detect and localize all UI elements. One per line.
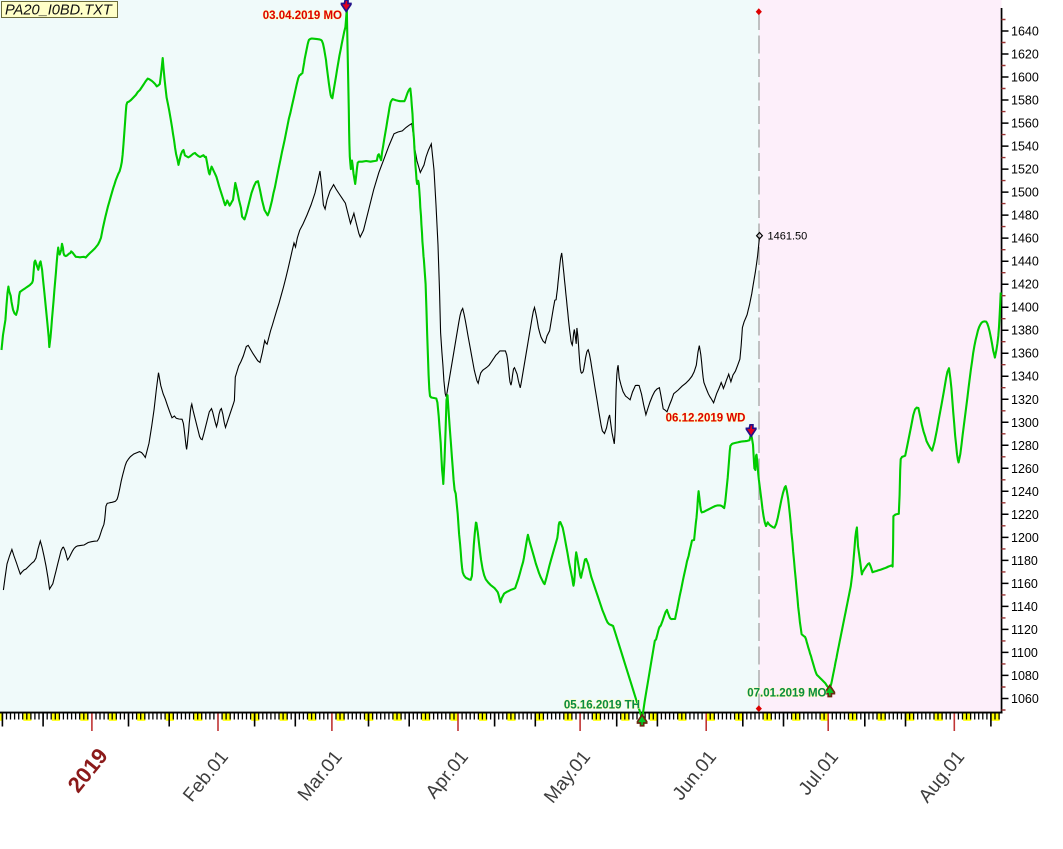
svg-text:1520: 1520	[1011, 163, 1039, 177]
svg-text:07.01.2019 MO: 07.01.2019 MO	[747, 688, 826, 700]
svg-text:05.16.2019 TH: 05.16.2019 TH	[564, 700, 640, 712]
svg-text:1080: 1080	[1011, 669, 1039, 683]
svg-text:1620: 1620	[1011, 48, 1039, 62]
svg-text:1500: 1500	[1011, 186, 1039, 200]
svg-text:1440: 1440	[1011, 255, 1039, 269]
svg-text:1360: 1360	[1011, 347, 1039, 361]
svg-text:1460: 1460	[1011, 232, 1039, 246]
svg-text:1260: 1260	[1011, 462, 1039, 476]
svg-text:1220: 1220	[1011, 508, 1039, 522]
svg-text:06.12.2019 WD: 06.12.2019 WD	[666, 413, 746, 425]
svg-text:1480: 1480	[1011, 209, 1039, 223]
svg-text:1320: 1320	[1011, 393, 1039, 407]
svg-text:1120: 1120	[1011, 623, 1038, 637]
svg-text:1540: 1540	[1011, 140, 1039, 154]
svg-text:1180: 1180	[1011, 554, 1038, 568]
svg-text:1340: 1340	[1011, 370, 1039, 384]
svg-text:1380: 1380	[1011, 324, 1039, 338]
svg-text:1300: 1300	[1011, 416, 1039, 430]
svg-text:1100: 1100	[1011, 646, 1038, 660]
svg-text:1580: 1580	[1011, 94, 1039, 108]
svg-text:1560: 1560	[1011, 117, 1039, 131]
svg-text:1200: 1200	[1011, 531, 1039, 545]
svg-text:1461.50: 1461.50	[768, 231, 808, 243]
svg-text:1060: 1060	[1011, 692, 1039, 706]
svg-text:1280: 1280	[1011, 439, 1039, 453]
svg-text:03.04.2019 MO: 03.04.2019 MO	[263, 10, 342, 22]
svg-text:1420: 1420	[1011, 278, 1039, 292]
svg-text:1640: 1640	[1011, 25, 1039, 39]
svg-text:1600: 1600	[1011, 71, 1039, 85]
svg-text:1240: 1240	[1011, 485, 1039, 499]
svg-text:1160: 1160	[1011, 577, 1038, 591]
svg-text:1140: 1140	[1011, 600, 1038, 614]
svg-text:1400: 1400	[1011, 301, 1039, 315]
svg-text:PA20_I0BD.TXT: PA20_I0BD.TXT	[5, 3, 113, 19]
